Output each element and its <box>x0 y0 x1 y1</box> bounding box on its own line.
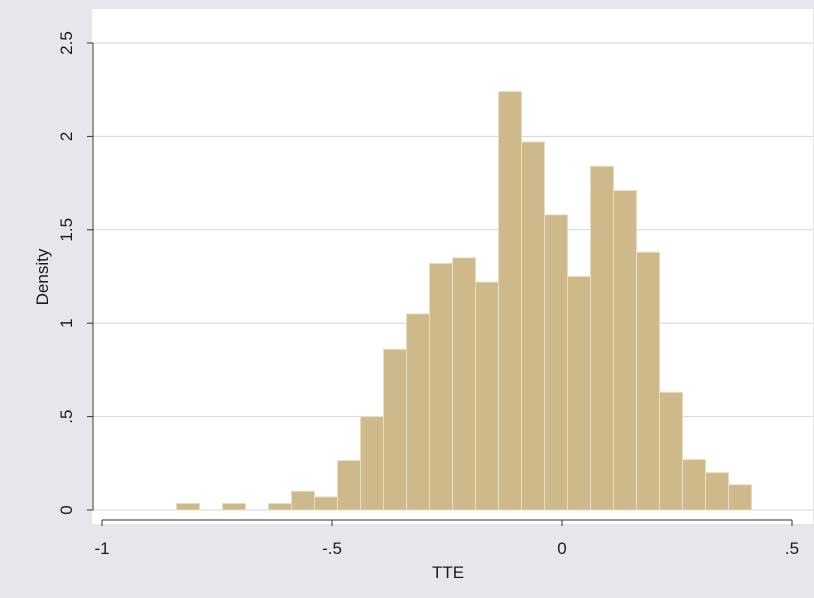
histogram-bar-5 <box>337 459 362 511</box>
histogram-bar-19 <box>659 391 684 511</box>
x-axis-ticks: -1 -.5 0 .5 <box>94 520 799 558</box>
histogram-bar-14 <box>544 214 569 511</box>
y-tick-label-2: 1 <box>57 318 76 327</box>
histogram-bar-0 <box>176 502 201 511</box>
y-tick-label-4: 2 <box>57 132 76 141</box>
histogram-bar-10 <box>452 257 477 511</box>
histogram-bar-15 <box>567 276 592 511</box>
histogram-bar-11 <box>475 281 500 511</box>
y-tick-label-1: .5 <box>57 410 76 424</box>
histogram-bar-22 <box>728 484 753 511</box>
histogram-bar-1 <box>222 502 247 511</box>
histogram-bar-2 <box>268 502 293 511</box>
histogram-bar-9 <box>429 262 454 511</box>
histogram-bar-6 <box>360 416 385 511</box>
histogram-bar-17 <box>613 190 638 511</box>
y-tick-label-0: 0 <box>57 505 76 514</box>
y-tick-label-3: 1.5 <box>57 218 76 242</box>
axes <box>92 43 792 521</box>
histogram-bar-8 <box>406 313 431 511</box>
histogram-bar-21 <box>705 472 730 511</box>
histogram-bar-20 <box>682 459 707 511</box>
x-tick-label-1: -.5 <box>322 539 342 558</box>
histogram-bar-7 <box>383 348 408 511</box>
histogram-bar-18 <box>636 251 661 511</box>
histogram-bar-4 <box>314 496 339 511</box>
histogram-bar-16 <box>590 165 615 511</box>
x-tick-label-0: -1 <box>94 539 109 558</box>
x-axis-title: TTE <box>432 563 464 582</box>
histogram-bars <box>176 91 753 511</box>
histogram-bar-3 <box>291 490 316 511</box>
x-tick-label-2: 0 <box>557 539 566 558</box>
y-axis-ticks: 0 .5 1 1.5 2 2.5 <box>57 31 93 515</box>
x-tick-label-3: .5 <box>785 539 799 558</box>
histogram-bar-13 <box>521 141 546 511</box>
y-tick-label-5: 2.5 <box>57 31 76 55</box>
histogram-bar-12 <box>498 91 523 511</box>
y-axis-title: Density <box>33 248 52 305</box>
